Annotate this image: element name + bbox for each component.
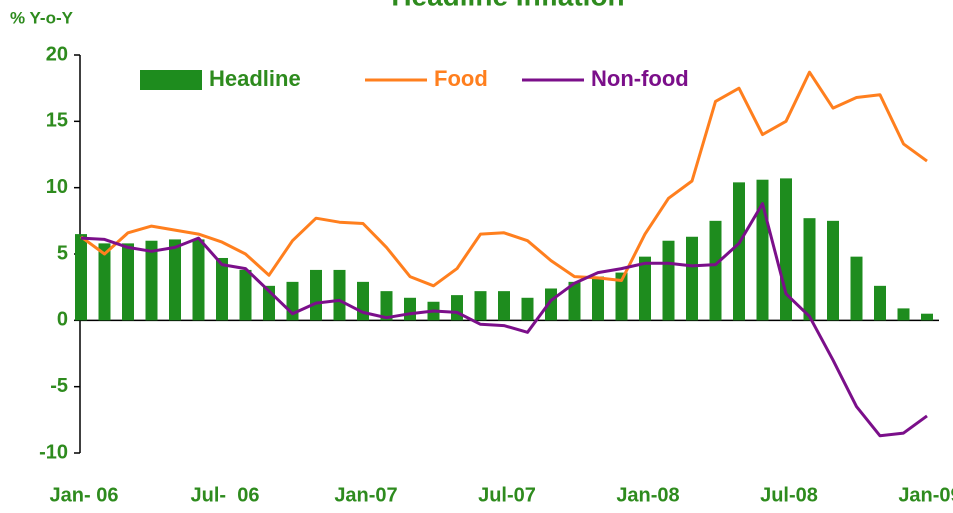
y-tick-label: -10 bbox=[39, 441, 68, 463]
x-tick-label: Jul-07 bbox=[478, 484, 536, 506]
bar bbox=[568, 281, 581, 321]
legend-label: Non-food bbox=[591, 66, 689, 91]
y-tick-label: 15 bbox=[46, 110, 68, 132]
bar bbox=[592, 276, 604, 321]
bar bbox=[404, 297, 416, 321]
bar bbox=[192, 239, 205, 321]
bar bbox=[897, 308, 910, 321]
x-tick-label: Jan-07 bbox=[334, 484, 397, 506]
bar bbox=[756, 179, 769, 321]
line bbox=[80, 70, 928, 288]
bar bbox=[451, 295, 463, 321]
bar bbox=[733, 182, 745, 321]
bar bbox=[122, 243, 134, 321]
bar bbox=[216, 257, 228, 321]
bar bbox=[169, 239, 181, 321]
bar bbox=[498, 291, 510, 321]
bar bbox=[75, 234, 87, 321]
bar bbox=[615, 272, 628, 321]
bar bbox=[333, 269, 346, 321]
x-tick-label: Jan- 06 bbox=[50, 484, 119, 506]
legend-label: Headline bbox=[209, 66, 301, 91]
x-tick-label: Jan-09 bbox=[898, 484, 953, 506]
bar bbox=[874, 285, 886, 321]
y-tick-label: 0 bbox=[57, 309, 68, 331]
y-tick-label: 10 bbox=[46, 176, 68, 198]
y-tick-label: 20 bbox=[46, 43, 68, 65]
bar bbox=[380, 291, 393, 321]
bar bbox=[474, 291, 487, 321]
bar bbox=[521, 297, 534, 321]
line bbox=[80, 202, 928, 438]
bar bbox=[662, 240, 675, 321]
bar bbox=[803, 218, 816, 321]
bar bbox=[98, 243, 111, 321]
bar bbox=[850, 256, 863, 321]
x-tick-label: Jul- 06 bbox=[191, 484, 260, 506]
bar bbox=[709, 220, 722, 321]
bar bbox=[921, 313, 933, 321]
y-tick-label: -5 bbox=[50, 375, 68, 397]
bar bbox=[239, 269, 252, 321]
x-tick-label: Jul-08 bbox=[760, 484, 818, 506]
bar bbox=[639, 256, 651, 321]
bar bbox=[145, 240, 158, 321]
y-axis-label: % Y-o-Y bbox=[10, 8, 74, 27]
legend-label: Food bbox=[434, 66, 488, 91]
bar bbox=[310, 269, 322, 321]
bar bbox=[686, 236, 698, 321]
x-tick-label: Jan-08 bbox=[616, 484, 679, 506]
y-tick-label: 5 bbox=[57, 242, 68, 264]
bar bbox=[827, 220, 839, 321]
chart-title: Headline Inflation bbox=[391, 0, 624, 11]
legend-swatch bbox=[140, 70, 202, 90]
